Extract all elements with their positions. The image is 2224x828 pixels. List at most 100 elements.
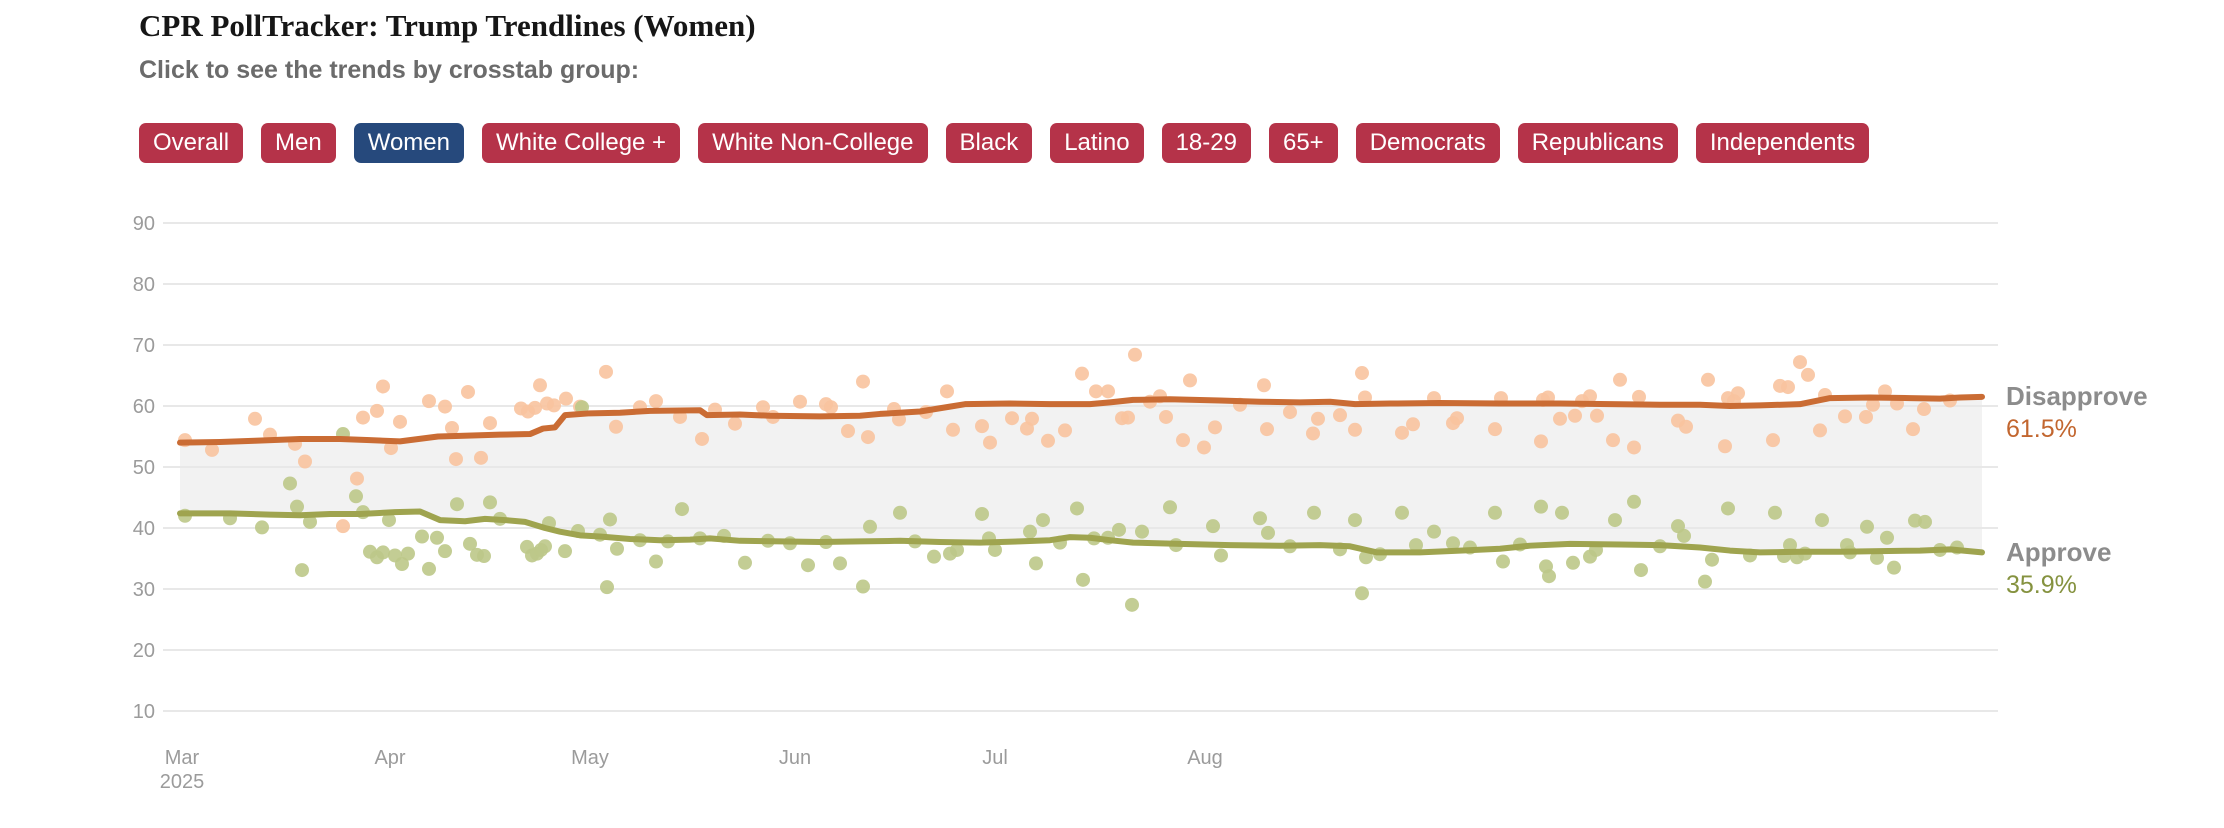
poll-point-approve: [1870, 550, 1884, 565]
crosstab-button-18-29[interactable]: 18-29: [1161, 123, 1251, 163]
poll-point-approve: [738, 555, 752, 570]
poll-point-disapprove: [824, 400, 838, 415]
poll-point-approve: [1355, 586, 1369, 601]
poll-point-disapprove: [1781, 380, 1795, 395]
x-tick-label-aug: Aug: [1187, 747, 1223, 769]
crosstab-button-white-non-college[interactable]: White Non-College: [698, 123, 928, 163]
poll-point-disapprove: [1718, 439, 1732, 454]
poll-point-disapprove: [975, 419, 989, 434]
poll-point-approve: [463, 536, 477, 551]
poll-point-approve: [863, 519, 877, 534]
poll-point-disapprove: [422, 394, 436, 409]
poll-point-disapprove: [1176, 433, 1190, 448]
poll-point-approve: [415, 529, 429, 544]
y-tick-label-20: 20: [133, 640, 155, 662]
crosstab-button-independents[interactable]: Independents: [1695, 123, 1870, 163]
poll-point-disapprove: [1838, 409, 1852, 424]
poll-point-disapprove: [356, 410, 370, 425]
poll-point-disapprove: [449, 452, 463, 467]
crosstab-button-men[interactable]: Men: [261, 123, 336, 163]
poll-point-disapprove: [728, 416, 742, 431]
poll-point-approve: [1029, 556, 1043, 571]
poll-point-disapprove: [1121, 410, 1135, 425]
y-tick-label-70: 70: [133, 335, 155, 357]
poll-point-approve: [675, 502, 689, 517]
poll-point-approve: [1488, 505, 1502, 520]
poll-point-disapprove: [559, 391, 573, 406]
poll-point-approve: [1253, 511, 1267, 526]
poll-point-disapprove: [1606, 433, 1620, 448]
poll-point-approve: [856, 579, 870, 594]
poll-point-approve: [950, 542, 964, 557]
crosstab-button-65[interactable]: 65+: [1268, 123, 1338, 163]
poll-point-approve: [483, 495, 497, 510]
poll-point-disapprove: [1613, 372, 1627, 387]
poll-point-approve: [438, 544, 452, 559]
poll-point-approve: [430, 530, 444, 545]
poll-point-disapprove: [528, 400, 542, 415]
poll-point-disapprove: [1075, 366, 1089, 381]
poll-point-approve: [1608, 513, 1622, 528]
poll-point-approve: [1887, 560, 1901, 575]
poll-point-approve: [1627, 494, 1641, 509]
poll-point-disapprove: [1333, 408, 1347, 423]
crosstab-button-women[interactable]: Women: [353, 123, 464, 163]
poll-point-approve: [283, 476, 297, 491]
poll-point-approve: [382, 513, 396, 528]
poll-point-disapprove: [533, 378, 547, 393]
poll-point-disapprove: [599, 364, 613, 379]
poll-point-disapprove: [1859, 409, 1873, 424]
poll-point-disapprove: [1801, 367, 1815, 382]
poll-point-approve: [1555, 505, 1569, 520]
poll-point-disapprove: [1025, 411, 1039, 426]
poll-point-disapprove: [248, 411, 262, 426]
poll-point-disapprove: [1568, 408, 1582, 423]
page-title: CPR PollTracker: Trump Trendlines (Women…: [139, 8, 756, 43]
poll-point-disapprove: [1395, 425, 1409, 440]
crosstab-button-white-college[interactable]: White College +: [481, 123, 681, 163]
y-tick-label-80: 80: [133, 274, 155, 296]
poll-point-approve: [1446, 536, 1460, 551]
poll-point-disapprove: [1906, 422, 1920, 437]
poll-point-approve: [477, 549, 491, 564]
y-tick-label-60: 60: [133, 396, 155, 418]
crosstab-button-democrats[interactable]: Democrats: [1355, 123, 1500, 163]
poll-point-approve: [1427, 524, 1441, 539]
poll-point-approve: [538, 539, 552, 554]
poll-point-approve: [1566, 555, 1580, 570]
poll-point-disapprove: [1813, 423, 1827, 438]
poll-point-disapprove: [1101, 384, 1115, 399]
poll-point-approve: [1918, 514, 1932, 529]
crosstab-button-black[interactable]: Black: [945, 123, 1033, 163]
poll-point-disapprove: [1534, 434, 1548, 449]
poll-point-disapprove: [1257, 378, 1271, 393]
poll-point-disapprove: [205, 442, 219, 457]
crosstab-button-overall[interactable]: Overall: [139, 123, 244, 163]
poll-point-disapprove: [1159, 409, 1173, 424]
poll-point-disapprove: [1766, 433, 1780, 448]
crosstab-button-republicans[interactable]: Republicans: [1517, 123, 1678, 163]
poll-point-disapprove: [1355, 366, 1369, 381]
poll-point-approve: [600, 580, 614, 595]
poll-point-approve: [290, 499, 304, 514]
poll-point-disapprove: [298, 454, 312, 469]
poll-point-approve: [1634, 563, 1648, 578]
poll-point-disapprove: [1005, 411, 1019, 426]
series-label-approve: Approve: [2006, 537, 2111, 567]
poll-point-disapprove: [547, 398, 561, 413]
poll-point-approve: [833, 556, 847, 571]
crosstab-button-latino[interactable]: Latino: [1050, 123, 1144, 163]
poll-point-disapprove: [856, 374, 870, 389]
poll-point-disapprove: [370, 403, 384, 418]
poll-point-disapprove: [1406, 417, 1420, 432]
poll-point-disapprove: [483, 416, 497, 431]
poll-point-approve: [988, 542, 1002, 557]
poll-point-approve: [255, 520, 269, 535]
poll-point-approve: [1307, 505, 1321, 520]
poll-point-approve: [1721, 501, 1735, 516]
poll-point-approve: [401, 546, 415, 561]
poll-point-approve: [610, 541, 624, 556]
poll-point-approve: [1409, 538, 1423, 553]
poll-point-approve: [1135, 524, 1149, 539]
